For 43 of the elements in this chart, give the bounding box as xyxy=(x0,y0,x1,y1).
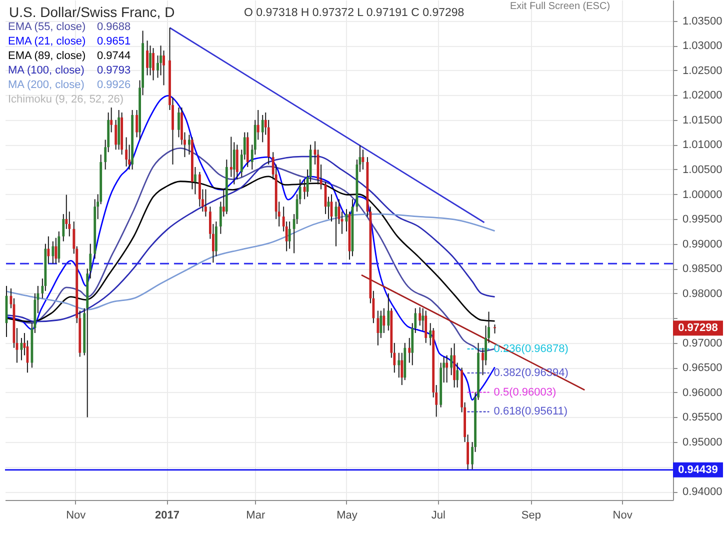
y-tick-label: 1.02500 xyxy=(682,64,722,77)
text: EMA (21, close) xyxy=(8,36,86,48)
y-tick-label: 0.95000 xyxy=(682,436,722,449)
text: MA (200, close) xyxy=(8,79,84,91)
y-tick-label: 0.95500 xyxy=(682,412,722,424)
annotation: Exit Full Screen (ESC) xyxy=(510,1,610,12)
text: EMA (89, close) xyxy=(8,50,86,62)
x-tick-label: May xyxy=(336,510,358,522)
y-tick-label: 1.00000 xyxy=(682,188,722,201)
annotation: Ichimoku (9, 26, 52, 26) xyxy=(8,94,124,106)
text: 0.97298 xyxy=(678,322,718,334)
annotation: 0.9793 xyxy=(97,64,131,76)
y-tick-label: 1.00500 xyxy=(682,164,722,176)
y-tick-label: 1.03500 xyxy=(682,15,722,28)
annotation: 0.9926 xyxy=(97,79,131,91)
y-tick-label: 0.99500 xyxy=(682,214,722,226)
y-tick-label: 0.98500 xyxy=(682,263,722,276)
x-tick-label: Nov xyxy=(66,510,86,522)
text: EMA (55, close) xyxy=(8,21,86,33)
y-tick-label: 0.96000 xyxy=(682,386,722,399)
y-tick-label: 0.98000 xyxy=(682,288,722,300)
y-tick-label: 0.96500 xyxy=(682,362,722,374)
ref-line-label: 0.94439 xyxy=(678,464,718,476)
x-tick-label: Sep xyxy=(521,510,541,522)
y-tick-label: 1.01500 xyxy=(682,114,722,126)
text: MA (100, close) xyxy=(8,64,84,76)
data-label: 0.5(0.96003) xyxy=(494,386,556,398)
data-label: 0.618(0.95611) xyxy=(494,406,568,418)
chart-title: U.S. Dollar/Swiss Franc, D xyxy=(9,4,175,20)
y-tick-label: 1.03000 xyxy=(682,40,722,52)
y-tick-label: 0.97000 xyxy=(682,337,722,350)
annotation: 0.9744 xyxy=(97,50,131,62)
annotation: 0.9688 xyxy=(97,21,131,33)
x-tick-label: Nov xyxy=(612,510,633,522)
y-tick-label: 1.02000 xyxy=(682,90,722,102)
y-tick-label: 0.94000 xyxy=(682,486,722,498)
text: O 0.97318 H 0.97372 L 0.97191 C 0.97298 xyxy=(244,7,464,19)
y-tick-label: 1.01000 xyxy=(682,139,722,152)
annotation: 0.9651 xyxy=(97,36,131,48)
y-tick-label: 0.99000 xyxy=(682,238,722,250)
x-tick-label: 2017 xyxy=(155,510,180,522)
x-tick-label: Jul xyxy=(431,510,446,522)
x-tick-label: Mar xyxy=(246,510,266,522)
